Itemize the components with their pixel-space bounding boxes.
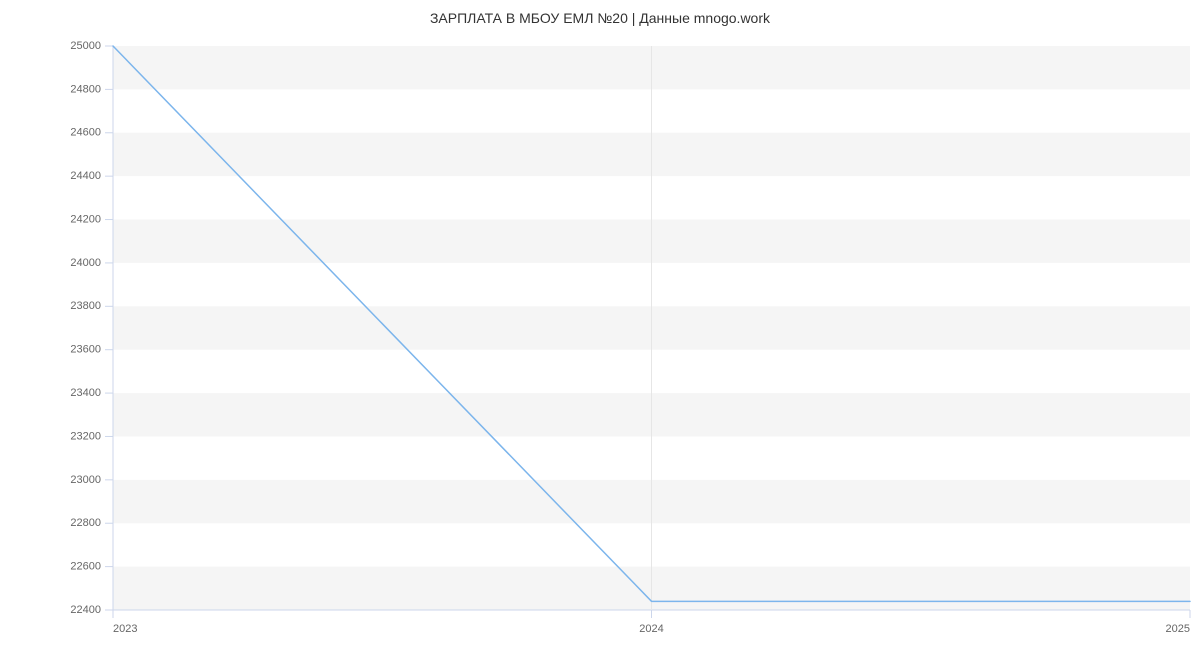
y-tick-label: 24600	[70, 127, 101, 139]
y-tick-label: 23200	[70, 430, 101, 442]
y-tick-label: 24200	[70, 213, 101, 225]
salary-line-chart: ЗАРПЛАТА В МБОУ ЕМЛ №20 | Данные mnogo.w…	[0, 0, 1200, 650]
x-tick-label: 2025	[1166, 623, 1190, 635]
y-tick-label: 22600	[70, 561, 101, 573]
x-tick-label: 2023	[113, 623, 137, 635]
y-tick-label: 23000	[70, 474, 101, 486]
y-tick-label: 23600	[70, 344, 101, 356]
y-tick-label: 23400	[70, 387, 101, 399]
y-tick-label: 25000	[70, 40, 101, 52]
y-tick-label: 22800	[70, 517, 101, 529]
y-tick-label: 23800	[70, 300, 101, 312]
x-tick-label: 2024	[639, 623, 663, 635]
y-tick-label: 24800	[70, 83, 101, 95]
chart-title: ЗАРПЛАТА В МБОУ ЕМЛ №20 | Данные mnogo.w…	[0, 10, 1200, 26]
chart-svg: 22400 22600 22800 23000 23200 23400 23600 23800…	[0, 0, 1200, 650]
y-tick-label: 24000	[70, 257, 101, 269]
y-tick-label: 22400	[70, 604, 101, 616]
y-tick-label: 24400	[70, 170, 101, 182]
